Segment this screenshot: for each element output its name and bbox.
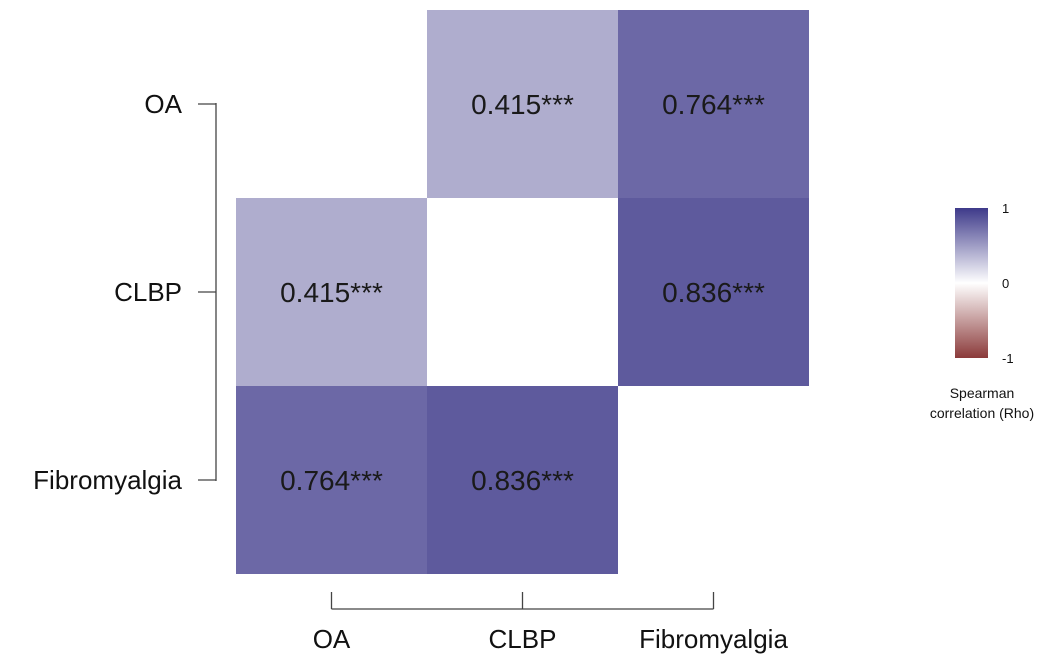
legend-title-line: correlation (Rho) [930,405,1034,421]
legend-tick-label: -1 [1002,351,1014,366]
cell-value-oa-clbp: 0.415*** [471,89,574,120]
cell-value-fibromyalgia-clbp: 0.836*** [471,465,574,496]
heatmap-cell-fibromyalgia-oa [236,386,427,574]
legend-title-line: Spearman [950,385,1015,401]
color-legend: 1 0 -1 Spearman correlation (Rho) [930,201,1034,421]
heatmap-cell-clbp-oa [236,198,427,386]
row-label-clbp: CLBP [114,277,182,307]
column-label-fibromyalgia: Fibromyalgia [639,624,788,654]
heatmap-cell-labels: 0.415*** 0.764*** 0.415*** 0.836*** 0.764***… [280,89,765,496]
heatmap-cell-fibromyalgia-clbp [427,386,618,574]
heatmap-cell-oa-fibromyalgia [618,10,809,198]
row-label-oa: OA [144,89,182,119]
column-label-clbp: CLBP [489,624,557,654]
cell-value-clbp-oa: 0.415*** [280,277,383,308]
row-dendrogram-axis: OA CLBP Fibromyalgia [33,89,217,495]
heatmap-cells [236,10,809,574]
row-label-fibromyalgia: Fibromyalgia [33,465,182,495]
legend-tick-label: 1 [1002,201,1009,216]
heatmap-cell-clbp-fibromyalgia [618,198,809,386]
legend-tick-label: 0 [1002,276,1009,291]
column-label-oa: OA [313,624,351,654]
cell-value-clbp-fibromyalgia: 0.836*** [662,277,765,308]
legend-color-bar [955,208,988,358]
cell-value-fibromyalgia-oa: 0.764*** [280,465,383,496]
cell-value-oa-fibromyalgia: 0.764*** [662,89,765,120]
heatmap-cell-oa-clbp [427,10,618,198]
column-dendrogram-axis: OA CLBP Fibromyalgia [313,592,788,654]
